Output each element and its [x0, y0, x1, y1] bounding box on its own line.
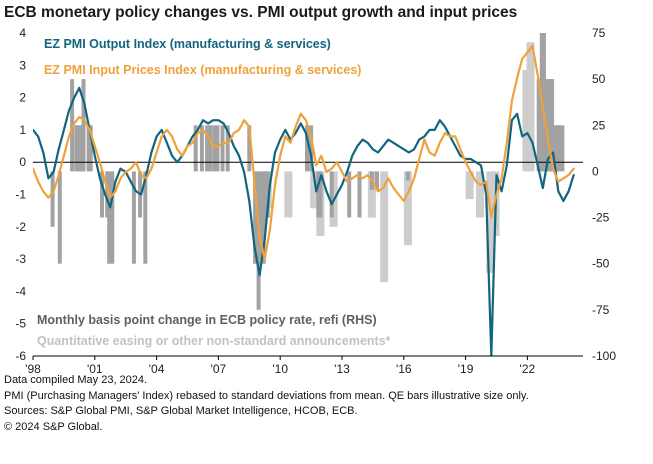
left-axis-label: -2: [15, 220, 26, 234]
right-axis-label: -50: [592, 257, 610, 271]
bar: [550, 79, 555, 172]
left-axis-label: 1: [19, 123, 26, 137]
x-axis-label: '16: [396, 362, 412, 376]
bar: [553, 125, 558, 172]
bar: [310, 171, 319, 209]
bar: [77, 125, 82, 172]
footnote-compiled: Data compiled May 23, 2024.: [4, 374, 148, 386]
left-axis-label: 0: [19, 155, 26, 169]
x-axis-label: '01: [87, 362, 103, 376]
legend-policy-rate-bars: Monthly basis point change in ECB policy…: [37, 313, 377, 327]
bar: [305, 125, 309, 172]
legend-qe-bars: Quantitative easing or other non-standar…: [37, 334, 391, 348]
right-axis-label: -25: [592, 211, 610, 225]
left-axis-label: -5: [15, 317, 26, 331]
bar: [329, 171, 334, 218]
footnote-sources: Sources: S&P Global PMI, S&P Global Mark…: [4, 405, 358, 417]
bar: [220, 125, 225, 172]
bar: [88, 125, 93, 172]
bar: [205, 125, 210, 172]
bar: [380, 171, 389, 283]
footnote-methodology: PMI (Purchasing Managers' Index) rebased…: [4, 389, 529, 402]
bar: [560, 125, 565, 172]
bar: [208, 125, 213, 172]
bar: [367, 171, 376, 218]
bar: [476, 171, 484, 218]
bar: [143, 171, 148, 264]
bar: [284, 171, 293, 218]
bar: [375, 171, 379, 190]
bar: [347, 171, 352, 218]
right-axis-label: -75: [592, 303, 610, 317]
x-axis-label: '07: [211, 362, 227, 376]
x-axis-label: '22: [520, 362, 536, 376]
left-axis-label: 3: [19, 58, 26, 72]
x-axis-label: '13: [334, 362, 350, 376]
bar: [74, 125, 79, 172]
bar: [50, 171, 55, 227]
bar: [541, 33, 546, 172]
x-axis-label: '98: [25, 362, 41, 376]
legend-input-prices: EZ PMI Input Prices Index (manufacturing…: [44, 63, 362, 77]
x-axis-label: '04: [149, 362, 165, 376]
x-axis-label: '10: [272, 362, 288, 376]
bar: [545, 79, 549, 172]
left-axis-label: -4: [15, 284, 26, 298]
lines-layer: [33, 44, 575, 356]
bar: [193, 125, 198, 172]
bar: [265, 171, 270, 218]
chart-title: ECB monetary policy changes vs. PMI outp…: [4, 4, 518, 21]
x-axis-label: '19: [458, 362, 474, 376]
bar: [57, 171, 62, 264]
bar: [212, 125, 217, 172]
bar: [258, 171, 263, 264]
bar: [405, 171, 410, 181]
bar: [247, 125, 252, 172]
bar: [309, 125, 314, 172]
bar: [357, 171, 362, 218]
bar: [199, 125, 204, 172]
footnotes: Data compiled May 23, 2024. PMI (Purchas…: [4, 373, 529, 435]
bar: [536, 79, 541, 172]
right-axis-label: 0: [592, 164, 599, 178]
bar: [318, 171, 323, 218]
bar: [81, 79, 86, 172]
footnote-copyright: © 2024 S&P Global.: [4, 420, 103, 433]
bar: [557, 125, 562, 172]
bar: [225, 125, 230, 172]
left-axis-label: -3: [15, 252, 26, 266]
bar: [486, 171, 495, 273]
bar: [86, 125, 91, 172]
bar: [403, 171, 412, 246]
series-line-1: [33, 44, 575, 261]
bar: [100, 171, 104, 218]
series-line-0: [33, 86, 575, 356]
right-axis-label: 75: [592, 26, 606, 40]
left-axis-label: 4: [19, 26, 26, 40]
bar: [107, 171, 112, 264]
left-axis-label: 2: [19, 91, 26, 105]
bar: [70, 79, 75, 172]
bar: [526, 42, 535, 172]
bar: [79, 125, 84, 172]
bar: [215, 125, 220, 172]
bar: [465, 171, 474, 200]
left-axis-label: -6: [15, 349, 26, 363]
left-axis-label: -1: [15, 188, 26, 202]
right-axis-label: -100: [592, 349, 616, 363]
bar: [131, 171, 136, 264]
bar: [316, 171, 321, 218]
bar: [522, 69, 531, 172]
right-axis-label: 25: [592, 118, 606, 132]
bar: [548, 79, 552, 172]
legend-output-index: EZ PMI Output Index (manufacturing & ser…: [44, 37, 331, 51]
bar: [261, 171, 266, 264]
bar: [110, 171, 115, 264]
right-axis-label: 50: [592, 72, 606, 86]
